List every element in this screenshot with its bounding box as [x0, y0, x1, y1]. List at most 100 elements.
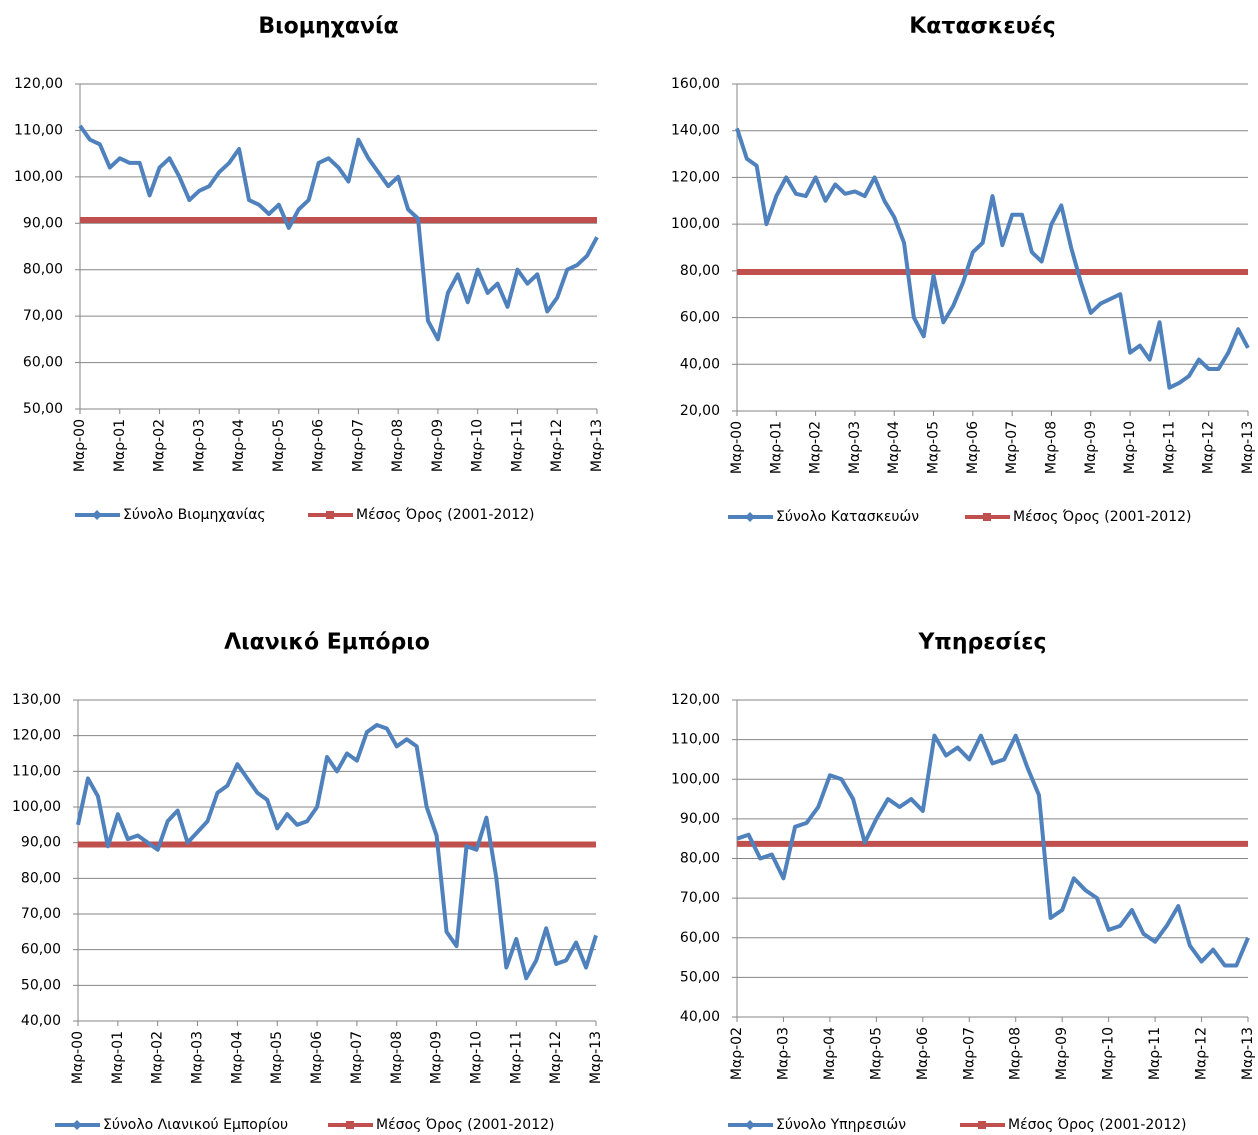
- x-tick-label: Μαρ-09: [1054, 1027, 1070, 1080]
- x-tick-label: Μαρ-10: [1122, 421, 1138, 474]
- x-tick-label: Μαρ-01: [112, 419, 128, 472]
- y-tick-label: 50,00: [23, 401, 63, 417]
- y-tick-label: 90,00: [21, 835, 61, 851]
- legend-marker: [92, 510, 102, 520]
- legend-marker: [745, 512, 755, 522]
- x-tick-label: Μαρ-10: [468, 1031, 484, 1084]
- x-tick-label: Μαρ-01: [768, 421, 784, 474]
- y-tick-label: 130,00: [12, 692, 61, 708]
- legend-label: Μέσος Όρος (2001-2012): [376, 1117, 554, 1133]
- x-tick-label: Μαρ-09: [429, 1031, 445, 1084]
- y-tick-label: 100,00: [14, 169, 63, 185]
- y-tick-label: 20,00: [680, 403, 720, 419]
- x-tick-label: Μαρ-02: [808, 421, 824, 474]
- y-tick-label: 40,00: [680, 1009, 720, 1025]
- legend-label: Σύνολο Βιομηχανίας: [123, 507, 266, 523]
- x-tick-label: Μαρ-07: [1004, 421, 1020, 474]
- x-tick-label: Μαρ-07: [349, 1031, 365, 1084]
- y-tick-label: 80,00: [680, 851, 720, 867]
- x-tick-label: Μαρ-00: [70, 1031, 86, 1084]
- x-tick-label: Μαρ-07: [961, 1027, 977, 1080]
- x-tick-label: Μαρ-05: [926, 421, 942, 474]
- legend-label: Μέσος Όρος (2001-2012): [1008, 1117, 1186, 1133]
- y-tick-label: 100,00: [671, 216, 720, 232]
- x-tick-label: Μαρ-03: [191, 419, 207, 472]
- x-tick-label: Μαρ-12: [548, 1031, 564, 1084]
- y-tick-label: 120,00: [671, 692, 720, 708]
- x-tick-label: Μαρ-12: [1194, 1027, 1210, 1080]
- x-tick-label: Μαρ-05: [269, 1031, 285, 1084]
- x-tick-label: Μαρ-04: [822, 1027, 838, 1080]
- x-tick-label: Μαρ-04: [229, 1031, 245, 1084]
- series-line: [735, 127, 1250, 390]
- legend-label: Μέσος Όρος (2001-2012): [356, 507, 534, 523]
- x-tick-label: Μαρ-11: [508, 1031, 524, 1084]
- x-tick-label: Μαρ-08: [389, 1031, 405, 1084]
- x-tick-label: Μαρ-06: [965, 421, 981, 474]
- x-tick-label: Μαρ-10: [1101, 1027, 1117, 1080]
- x-tick-label: Μαρ-04: [886, 421, 902, 474]
- x-tick-label: Μαρ-11: [1161, 421, 1177, 474]
- chart-title: Κατασκευές: [909, 14, 1055, 39]
- x-tick-label: Μαρ-02: [152, 419, 168, 472]
- x-tick-label: Μαρ-08: [1008, 1027, 1024, 1080]
- x-tick-label: Μαρ-05: [868, 1027, 884, 1080]
- y-tick-label: 110,00: [14, 122, 63, 138]
- legend-marker: [346, 1121, 354, 1129]
- legend-label: Μέσος Όρος (2001-2012): [1013, 509, 1191, 525]
- chart-title: Βιομηχανία: [258, 14, 398, 39]
- chart-title: Υπηρεσίες: [918, 630, 1047, 655]
- y-tick-label: 100,00: [12, 799, 61, 815]
- x-tick-label: Μαρ-03: [775, 1027, 791, 1080]
- x-tick-label: Μαρ-04: [231, 419, 247, 472]
- y-tick-label: 60,00: [21, 942, 61, 958]
- x-tick-label: Μαρ-12: [549, 419, 565, 472]
- y-tick-label: 50,00: [21, 977, 61, 993]
- x-tick-label: Μαρ-01: [110, 1031, 126, 1084]
- legend-marker: [72, 1120, 82, 1130]
- y-tick-label: 60,00: [680, 930, 720, 946]
- x-tick-label: Μαρ-09: [1083, 421, 1099, 474]
- x-tick-label: Μαρ-03: [190, 1031, 206, 1084]
- x-tick-label: Μαρ-03: [847, 421, 863, 474]
- x-tick-label: Μαρ-09: [430, 419, 446, 472]
- series-line: [736, 733, 1250, 968]
- x-tick-label: Μαρ-10: [470, 419, 486, 472]
- x-tick-label: Μαρ-08: [1043, 421, 1059, 474]
- x-tick-label: Μαρ-06: [309, 1031, 325, 1084]
- legend-label: Σύνολο Λιανικού Εμπορίου: [103, 1117, 288, 1133]
- x-tick-label: Μαρ-06: [915, 1027, 931, 1080]
- y-tick-label: 120,00: [12, 728, 61, 744]
- y-tick-label: 140,00: [671, 123, 720, 139]
- y-tick-label: 160,00: [671, 76, 720, 92]
- x-tick-label: Μαρ-06: [311, 419, 327, 472]
- y-tick-label: 60,00: [680, 310, 720, 326]
- series-line: [76, 722, 598, 981]
- y-tick-label: 110,00: [12, 763, 61, 779]
- y-tick-label: 90,00: [680, 811, 720, 827]
- x-tick-label: Μαρ-08: [390, 419, 406, 472]
- y-tick-label: 50,00: [680, 969, 720, 985]
- y-tick-label: 70,00: [23, 308, 63, 324]
- y-tick-label: 100,00: [671, 771, 720, 787]
- y-tick-label: 110,00: [671, 732, 720, 748]
- legend-marker: [978, 1121, 986, 1129]
- y-tick-label: 80,00: [23, 262, 63, 278]
- x-tick-label: Μαρ-02: [729, 1027, 745, 1080]
- y-tick-label: 120,00: [14, 76, 63, 92]
- y-tick-label: 70,00: [21, 906, 61, 922]
- x-tick-label: Μαρ-05: [271, 419, 287, 472]
- y-tick-label: 90,00: [23, 215, 63, 231]
- y-tick-label: 40,00: [680, 356, 720, 372]
- x-tick-label: Μαρ-13: [1240, 1027, 1256, 1080]
- x-tick-label: Μαρ-11: [1147, 1027, 1163, 1080]
- legend-marker: [983, 513, 991, 521]
- y-tick-label: 120,00: [671, 169, 720, 185]
- x-tick-label: Μαρ-12: [1201, 421, 1217, 474]
- y-tick-label: 70,00: [680, 890, 720, 906]
- legend-marker: [745, 1120, 755, 1130]
- x-tick-label: Μαρ-13: [589, 419, 605, 472]
- series-line: [78, 124, 599, 342]
- legend-label: Σύνολο Κατασκευών: [776, 509, 919, 525]
